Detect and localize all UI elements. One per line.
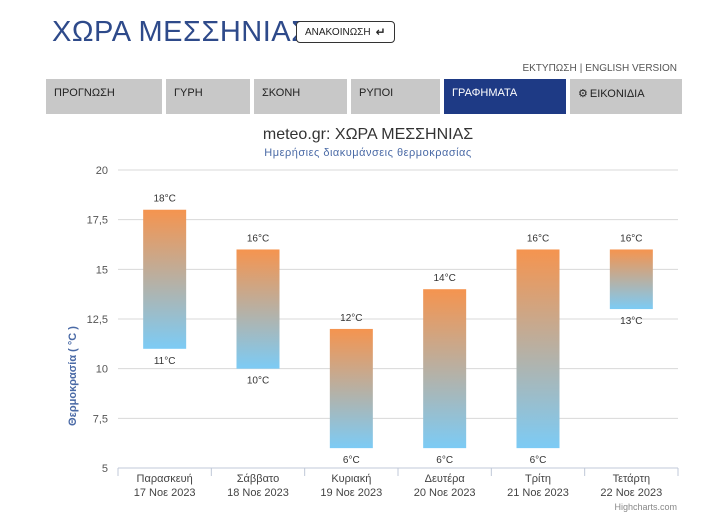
x-date-label: 17 Νοε 2023 (134, 487, 196, 499)
high-temp-label: 14°C (433, 273, 455, 284)
y-tick-label: 5 (102, 463, 108, 475)
y-tick-label: 17,5 (87, 215, 108, 227)
chart-credits[interactable]: Highcharts.com (614, 502, 677, 512)
x-day-label: Δευτέρα (425, 473, 466, 485)
x-day-label: Παρασκευή (137, 473, 193, 485)
temperature-range-bar[interactable] (516, 249, 560, 449)
tab-label: ΡΥΠΟΙ (359, 87, 394, 99)
low-temp-label: 6°C (530, 455, 547, 466)
tab-dust[interactable]: ΣΚΟΝΗ (254, 79, 347, 114)
tab-forecast[interactable]: ΠΡΟΓΝΩΣΗ (46, 79, 162, 114)
tab-label: ΓΥΡΗ (174, 87, 203, 99)
x-date-label: 20 Νοε 2023 (414, 487, 476, 499)
temperature-range-bar[interactable] (329, 328, 373, 449)
temperature-range-bar[interactable] (143, 209, 187, 349)
x-day-label: Τετάρτη (613, 473, 651, 485)
y-axis-title: Θερμοκρασία ( °C ) (67, 326, 79, 426)
bar-series: 18°C 11°C 16°C 10°C 12°C 6°C 14°C 6°C 16°C 6°C 16°… (143, 194, 653, 466)
low-temp-label: 6°C (436, 455, 453, 466)
chart-subtitle: Ημερήσιες διακυμάνσεις θερμοκρασίας (264, 147, 471, 159)
tab-widgets[interactable]: ⚙ ΕΙΚΟΝΙΔΙΑ (570, 79, 682, 114)
y-tick-label: 7,5 (93, 413, 108, 425)
low-temp-label: 6°C (343, 455, 360, 466)
tab-pollutants[interactable]: ΡΥΠΟΙ (351, 79, 440, 114)
high-temp-label: 18°C (153, 194, 175, 205)
gear-icon: ⚙ (578, 88, 588, 100)
y-axis-ticks: 5 7,5 10 12,5 15 17,5 20 (87, 165, 108, 475)
page-title: ΧΩΡΑ ΜΕΣΣΗΝΙΑΣ (52, 16, 310, 48)
x-day-label: Σάββατο (237, 473, 279, 485)
x-day-label: Κυριακή (331, 473, 371, 485)
tab-label: ΓΡΑΦΗΜΑΤΑ (452, 87, 518, 99)
y-tick-label: 12,5 (87, 314, 108, 326)
link-separator: | (579, 63, 583, 74)
x-axis: Παρασκευή 17 Νοε 2023 Σάββατο 18 Νοε 2023 Κυ… (117, 467, 679, 499)
tab-label: ΣΚΟΝΗ (262, 87, 301, 99)
arrow-down-icon: ↵ (375, 25, 386, 39)
high-temp-label: 16°C (247, 233, 269, 244)
announcement-button[interactable]: ΑΝΑΚΟΙΝΩΣΗ ↵ (296, 21, 395, 43)
x-date-label: 21 Νοε 2023 (507, 487, 569, 499)
y-tick-label: 20 (96, 165, 108, 177)
tab-label: ΕΙΚΟΝΙΔΙΑ (589, 88, 645, 100)
high-temp-label: 16°C (620, 233, 642, 244)
announcement-label: ΑΝΑΚΟΙΝΩΣΗ (305, 26, 371, 38)
grid-lines (118, 169, 678, 469)
x-date-label: 19 Νοε 2023 (320, 487, 382, 499)
temperature-range-bar[interactable] (236, 249, 280, 369)
high-temp-label: 12°C (340, 313, 362, 324)
low-temp-label: 10°C (247, 376, 269, 387)
top-links: ΕΚΤΥΠΩΣΗ | ENGLISH VERSION (522, 63, 677, 74)
tab-charts[interactable]: ΓΡΑΦΗΜΑΤΑ (444, 79, 566, 114)
print-link[interactable]: ΕΚΤΥΠΩΣΗ (522, 63, 577, 74)
temperature-range-bar[interactable] (609, 249, 653, 310)
english-version-link[interactable]: ENGLISH VERSION (585, 63, 677, 74)
chart-title: meteo.gr: ΧΩΡΑ ΜΕΣΣΗΝΙΑΣ (263, 126, 473, 143)
temperature-range-bar[interactable] (423, 289, 467, 449)
y-tick-label: 15 (96, 264, 108, 276)
tab-bar: ΠΡΟΓΝΩΣΗ ΓΥΡΗ ΣΚΟΝΗ ΡΥΠΟΙ ΓΡΑΦΗΜΑΤΑ ⚙ ΕΙΚ… (0, 79, 702, 115)
temperature-chart: meteo.gr: ΧΩΡΑ ΜΕΣΣΗΝΙΑΣ Ημερήσιες διακυ… (67, 126, 679, 512)
high-temp-label: 16°C (527, 233, 549, 244)
low-temp-label: 11°C (154, 356, 176, 367)
x-date-label: 22 Νοε 2023 (600, 487, 662, 499)
tab-pollen[interactable]: ΓΥΡΗ (166, 79, 250, 114)
tab-label: ΠΡΟΓΝΩΣΗ (54, 87, 115, 99)
x-day-label: Τρίτη (525, 473, 551, 485)
low-temp-label: 13°C (620, 316, 642, 327)
y-tick-label: 10 (96, 364, 108, 376)
x-date-label: 18 Νοε 2023 (227, 487, 289, 499)
